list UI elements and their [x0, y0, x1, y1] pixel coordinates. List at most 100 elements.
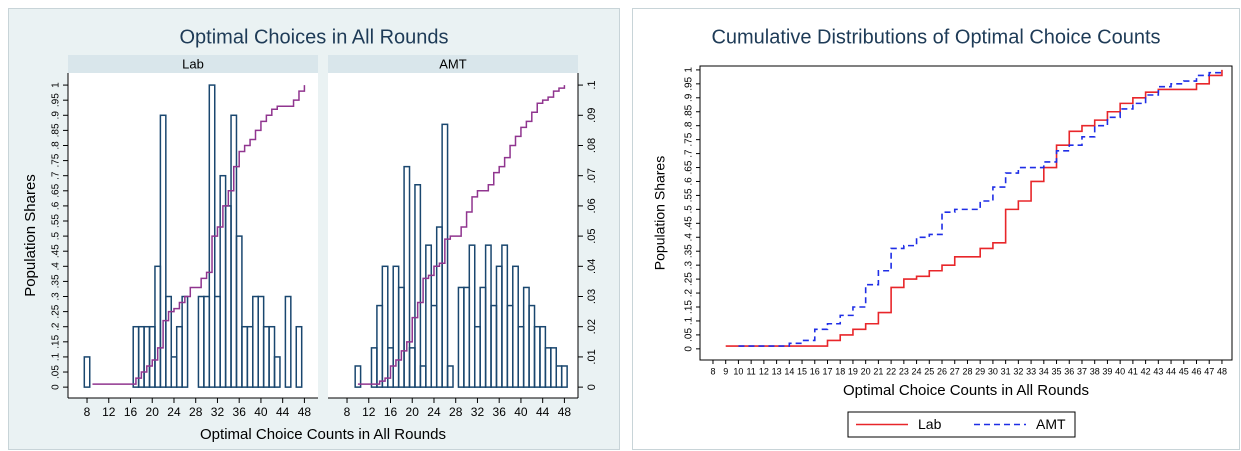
series-line — [738, 69, 1223, 347]
bar — [284, 295, 292, 388]
x-tick-label: 33 — [1026, 366, 1036, 376]
y-tick-label: .35 — [51, 274, 62, 288]
x-tick-label: 48 — [298, 405, 312, 419]
y2-tick-label: .1 — [586, 80, 598, 89]
y-tick-label: .4 — [51, 262, 62, 271]
x-tick-label: 14 — [784, 366, 794, 376]
y-tick-label: .55 — [51, 214, 62, 228]
y2-tick-label: .08 — [586, 138, 598, 153]
x-tick-label: 36 — [233, 405, 247, 419]
x-tick-label: 16 — [124, 405, 138, 419]
x-tick-label: 23 — [899, 366, 909, 376]
bar — [235, 235, 243, 388]
x-tick-label: 35 — [1052, 366, 1062, 376]
y-tick-label: 0 — [684, 346, 695, 352]
x-tick-label: 19 — [848, 366, 858, 376]
x-tick-label: 42 — [1141, 366, 1151, 376]
x-tick-label: 28 — [189, 405, 203, 419]
bar — [446, 365, 454, 388]
y-tick-label: 1 — [684, 67, 695, 73]
y2-tick-label: 0 — [586, 384, 598, 390]
x-tick-label: 36 — [493, 405, 507, 419]
bar — [441, 123, 449, 388]
y-tick-label: .55 — [684, 188, 695, 202]
bar — [83, 356, 91, 388]
x-tick-label: 18 — [835, 366, 845, 376]
series-line — [725, 69, 1223, 347]
y-tick-label: .25 — [51, 304, 62, 318]
x-tick-label: 43 — [1153, 366, 1163, 376]
x-tick-label: 40 — [514, 405, 528, 419]
x-tick-label: 27 — [950, 366, 960, 376]
y-tick-label: .9 — [684, 93, 695, 102]
x-tick-label: 20 — [146, 405, 160, 419]
bar — [354, 365, 362, 388]
x-axis-label: Optimal Choice Counts in All Rounds — [843, 382, 1089, 399]
y-tick-label: .1 — [51, 352, 62, 361]
y-axis-label: Population Shares — [22, 174, 39, 297]
y-tick-label: .7 — [684, 149, 695, 158]
y-tick-label: .65 — [51, 183, 62, 197]
y-tick-label: .05 — [51, 365, 62, 379]
y-tick-label: 0 — [51, 384, 62, 390]
y-tick-label: .5 — [51, 231, 62, 240]
x-tick-label: 28 — [449, 405, 463, 419]
y-tick-label: .25 — [684, 272, 695, 286]
x-tick-label: 12 — [102, 405, 116, 419]
bar — [468, 244, 476, 388]
chart-title: Optimal Choices in All Rounds — [179, 26, 448, 48]
bar — [295, 325, 303, 388]
legend-label: Lab — [918, 416, 942, 432]
x-tick-label: 32 — [211, 405, 225, 419]
x-tick-label: 32 — [1013, 366, 1023, 376]
y-tick-label: .9 — [51, 111, 62, 120]
y2-tick-label: .03 — [586, 289, 598, 304]
y-tick-label: .45 — [51, 244, 62, 258]
x-tick-label: 21 — [873, 366, 883, 376]
y-tick-label: .35 — [684, 244, 695, 258]
y-tick-label: .15 — [51, 334, 62, 348]
y-tick-label: .1 — [684, 316, 695, 325]
x-tick-label: 15 — [797, 366, 807, 376]
y-tick-label: .3 — [684, 261, 695, 270]
bar — [414, 184, 422, 388]
y-tick-label: .8 — [51, 141, 62, 150]
x-tick-label: 26 — [937, 366, 947, 376]
chart-title: Cumulative Distributions of Optimal Choi… — [711, 26, 1160, 48]
x-tick-label: 29 — [975, 366, 985, 376]
x-tick-label: 44 — [536, 405, 550, 419]
cumulative-line — [92, 85, 306, 385]
y-tick-label: .75 — [684, 132, 695, 146]
y-axis-label: Population Shares — [652, 156, 668, 270]
x-tick-label: 46 — [1191, 366, 1201, 376]
x-tick-label: 16 — [384, 405, 398, 419]
panel-label: AMT — [439, 56, 467, 71]
x-tick-label: 12 — [759, 366, 769, 376]
y-tick-label: 1 — [51, 82, 62, 88]
y-tick-label: .95 — [51, 93, 62, 107]
plot-area — [699, 65, 1233, 361]
x-tick-label: 9 — [723, 366, 728, 376]
x-tick-label: 28 — [962, 366, 972, 376]
cumulative-line — [357, 85, 566, 385]
y-tick-label: .7 — [51, 171, 62, 180]
y-tick-label: .4 — [684, 233, 695, 242]
x-tick-label: 20 — [406, 405, 420, 419]
y2-tick-label: .06 — [586, 198, 598, 213]
panel-header — [68, 55, 318, 73]
x-tick-label: 24 — [912, 366, 922, 376]
x-tick-label: 8 — [84, 405, 91, 419]
x-tick-label: 8 — [710, 366, 715, 376]
y-tick-label: .2 — [684, 288, 695, 297]
x-tick-label: 48 — [558, 405, 572, 419]
x-tick-label: 38 — [1090, 366, 1100, 376]
y-tick-label: .85 — [684, 104, 695, 118]
y-tick-label: .6 — [51, 201, 62, 210]
y2-tick-label: .02 — [586, 319, 598, 334]
x-tick-label: 40 — [1115, 366, 1125, 376]
x-tick-label: 40 — [254, 405, 268, 419]
x-tick-label: 44 — [1166, 366, 1176, 376]
y-tick-label: .45 — [684, 216, 695, 230]
